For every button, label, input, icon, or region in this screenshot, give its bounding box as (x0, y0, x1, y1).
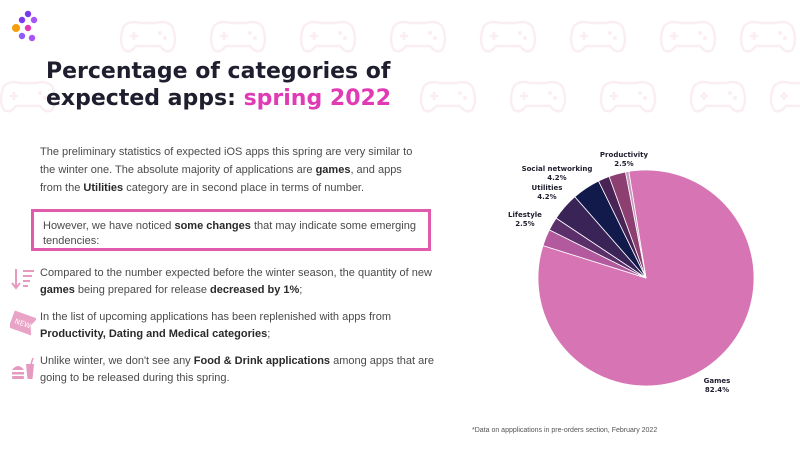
pie-value-lifestyle: 2.5% (515, 220, 534, 228)
bullet-item-games-decrease: Compared to the number expected before t… (40, 267, 432, 296)
pie-label-productivity: Productivity (600, 151, 649, 159)
intro-paragraph: The preliminary statistics of expected i… (40, 146, 413, 194)
bullet-item-new-categories: In the list of upcoming applications has… (40, 311, 391, 340)
pie-label-games: Games (704, 377, 731, 385)
pie-label-lifestyle: Lifestyle (508, 211, 542, 219)
sort-descending-icon (11, 269, 34, 290)
bullet-item-food-drink: Unlike winter, we don't see any Food & D… (40, 355, 435, 384)
highlight-callout: However, we have noticed some changes th… (31, 209, 431, 251)
title-accent: spring 2022 (243, 86, 392, 111)
footnote: *Data on appplications in pre-orders sec… (472, 427, 658, 434)
pie-slice-other-7 (624, 170, 647, 279)
pie-chart: Games82.4%Lifestyle2.5%Utilities4.2%Soci… (508, 151, 755, 394)
pie-label-social-networking: Social networking (522, 165, 593, 173)
brand-logo-icon (12, 10, 38, 42)
pie-value-social-networking: 4.2% (547, 174, 566, 182)
pie-slice-games (537, 169, 755, 387)
food-drink-icon (12, 357, 34, 379)
pie-label-utilities: Utilities (532, 184, 563, 192)
pie-value-games: 82.4% (705, 386, 729, 394)
new-badge-icon: NEW (10, 310, 36, 336)
pie-value-productivity: 2.5% (614, 160, 633, 168)
page-title: Percentage of categories of expected app… (46, 59, 392, 111)
pie-value-utilities: 4.2% (537, 193, 556, 201)
